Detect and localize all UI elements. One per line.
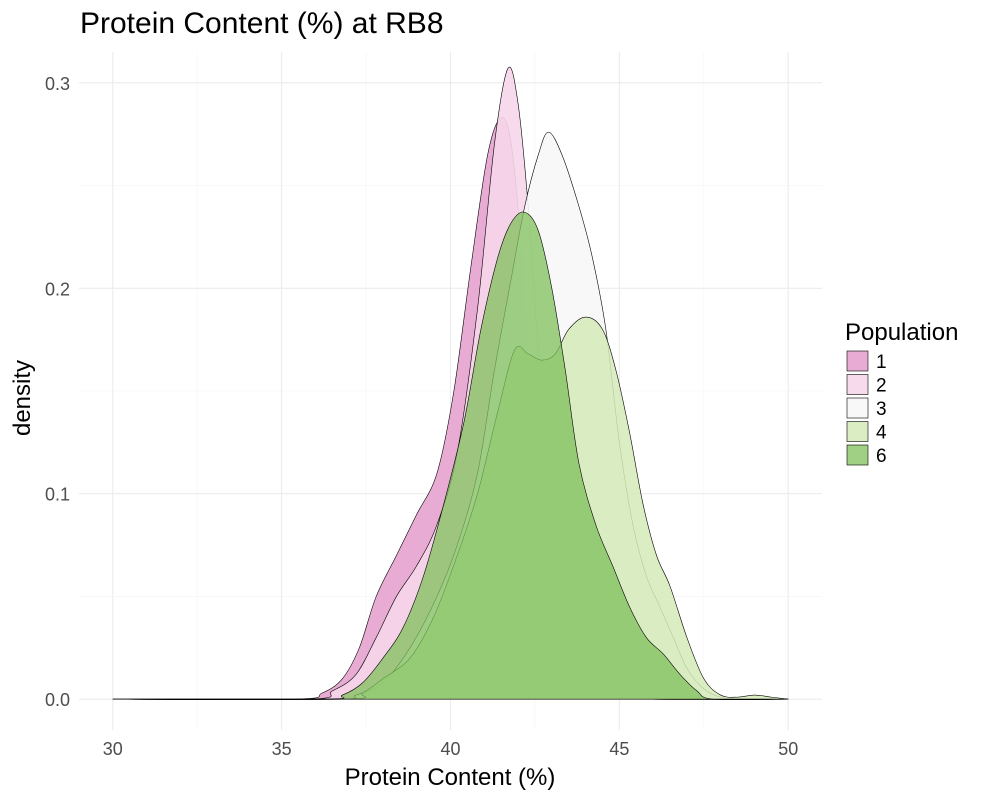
legend-label-3: 3 bbox=[876, 399, 887, 420]
y-axis-title: density bbox=[9, 360, 36, 436]
y-tick-labels: 0.0 0.1 0.2 0.3 bbox=[45, 74, 70, 710]
legend-key-4 bbox=[846, 421, 869, 442]
density-area-population-6 bbox=[112, 211, 789, 701]
y-tick-label: 0.1 bbox=[45, 485, 70, 505]
density-areas bbox=[112, 66, 789, 701]
x-tick-label: 50 bbox=[778, 739, 798, 759]
legend-title: Population bbox=[845, 319, 958, 346]
legend: Population 1 23 46 bbox=[845, 319, 958, 467]
legend-key-3 bbox=[846, 397, 869, 419]
y-tick-label: 0.3 bbox=[45, 74, 70, 94]
legend-key-6 bbox=[846, 444, 869, 466]
chart-title: Protein Content (%) at RB8 bbox=[80, 7, 444, 40]
x-tick-label: 45 bbox=[609, 739, 629, 759]
legend-key-1 bbox=[846, 350, 869, 372]
x-tick-label: 40 bbox=[440, 739, 460, 759]
legend-label-2: 2 bbox=[876, 376, 887, 397]
x-tick-label: 35 bbox=[272, 739, 292, 759]
y-tick-label: 0.2 bbox=[45, 279, 70, 299]
x-tick-label: 30 bbox=[103, 739, 123, 759]
x-axis-title: Protein Content (%) bbox=[345, 764, 556, 791]
legend-key-2 bbox=[846, 374, 869, 395]
legend-label-6: 6 bbox=[876, 446, 887, 467]
x-tick-labels: 30 35 40 45 50 bbox=[103, 739, 798, 759]
legend-label-1: 1 bbox=[876, 352, 887, 373]
legend-label-4: 4 bbox=[876, 423, 887, 444]
y-tick-label: 0.0 bbox=[45, 690, 70, 710]
